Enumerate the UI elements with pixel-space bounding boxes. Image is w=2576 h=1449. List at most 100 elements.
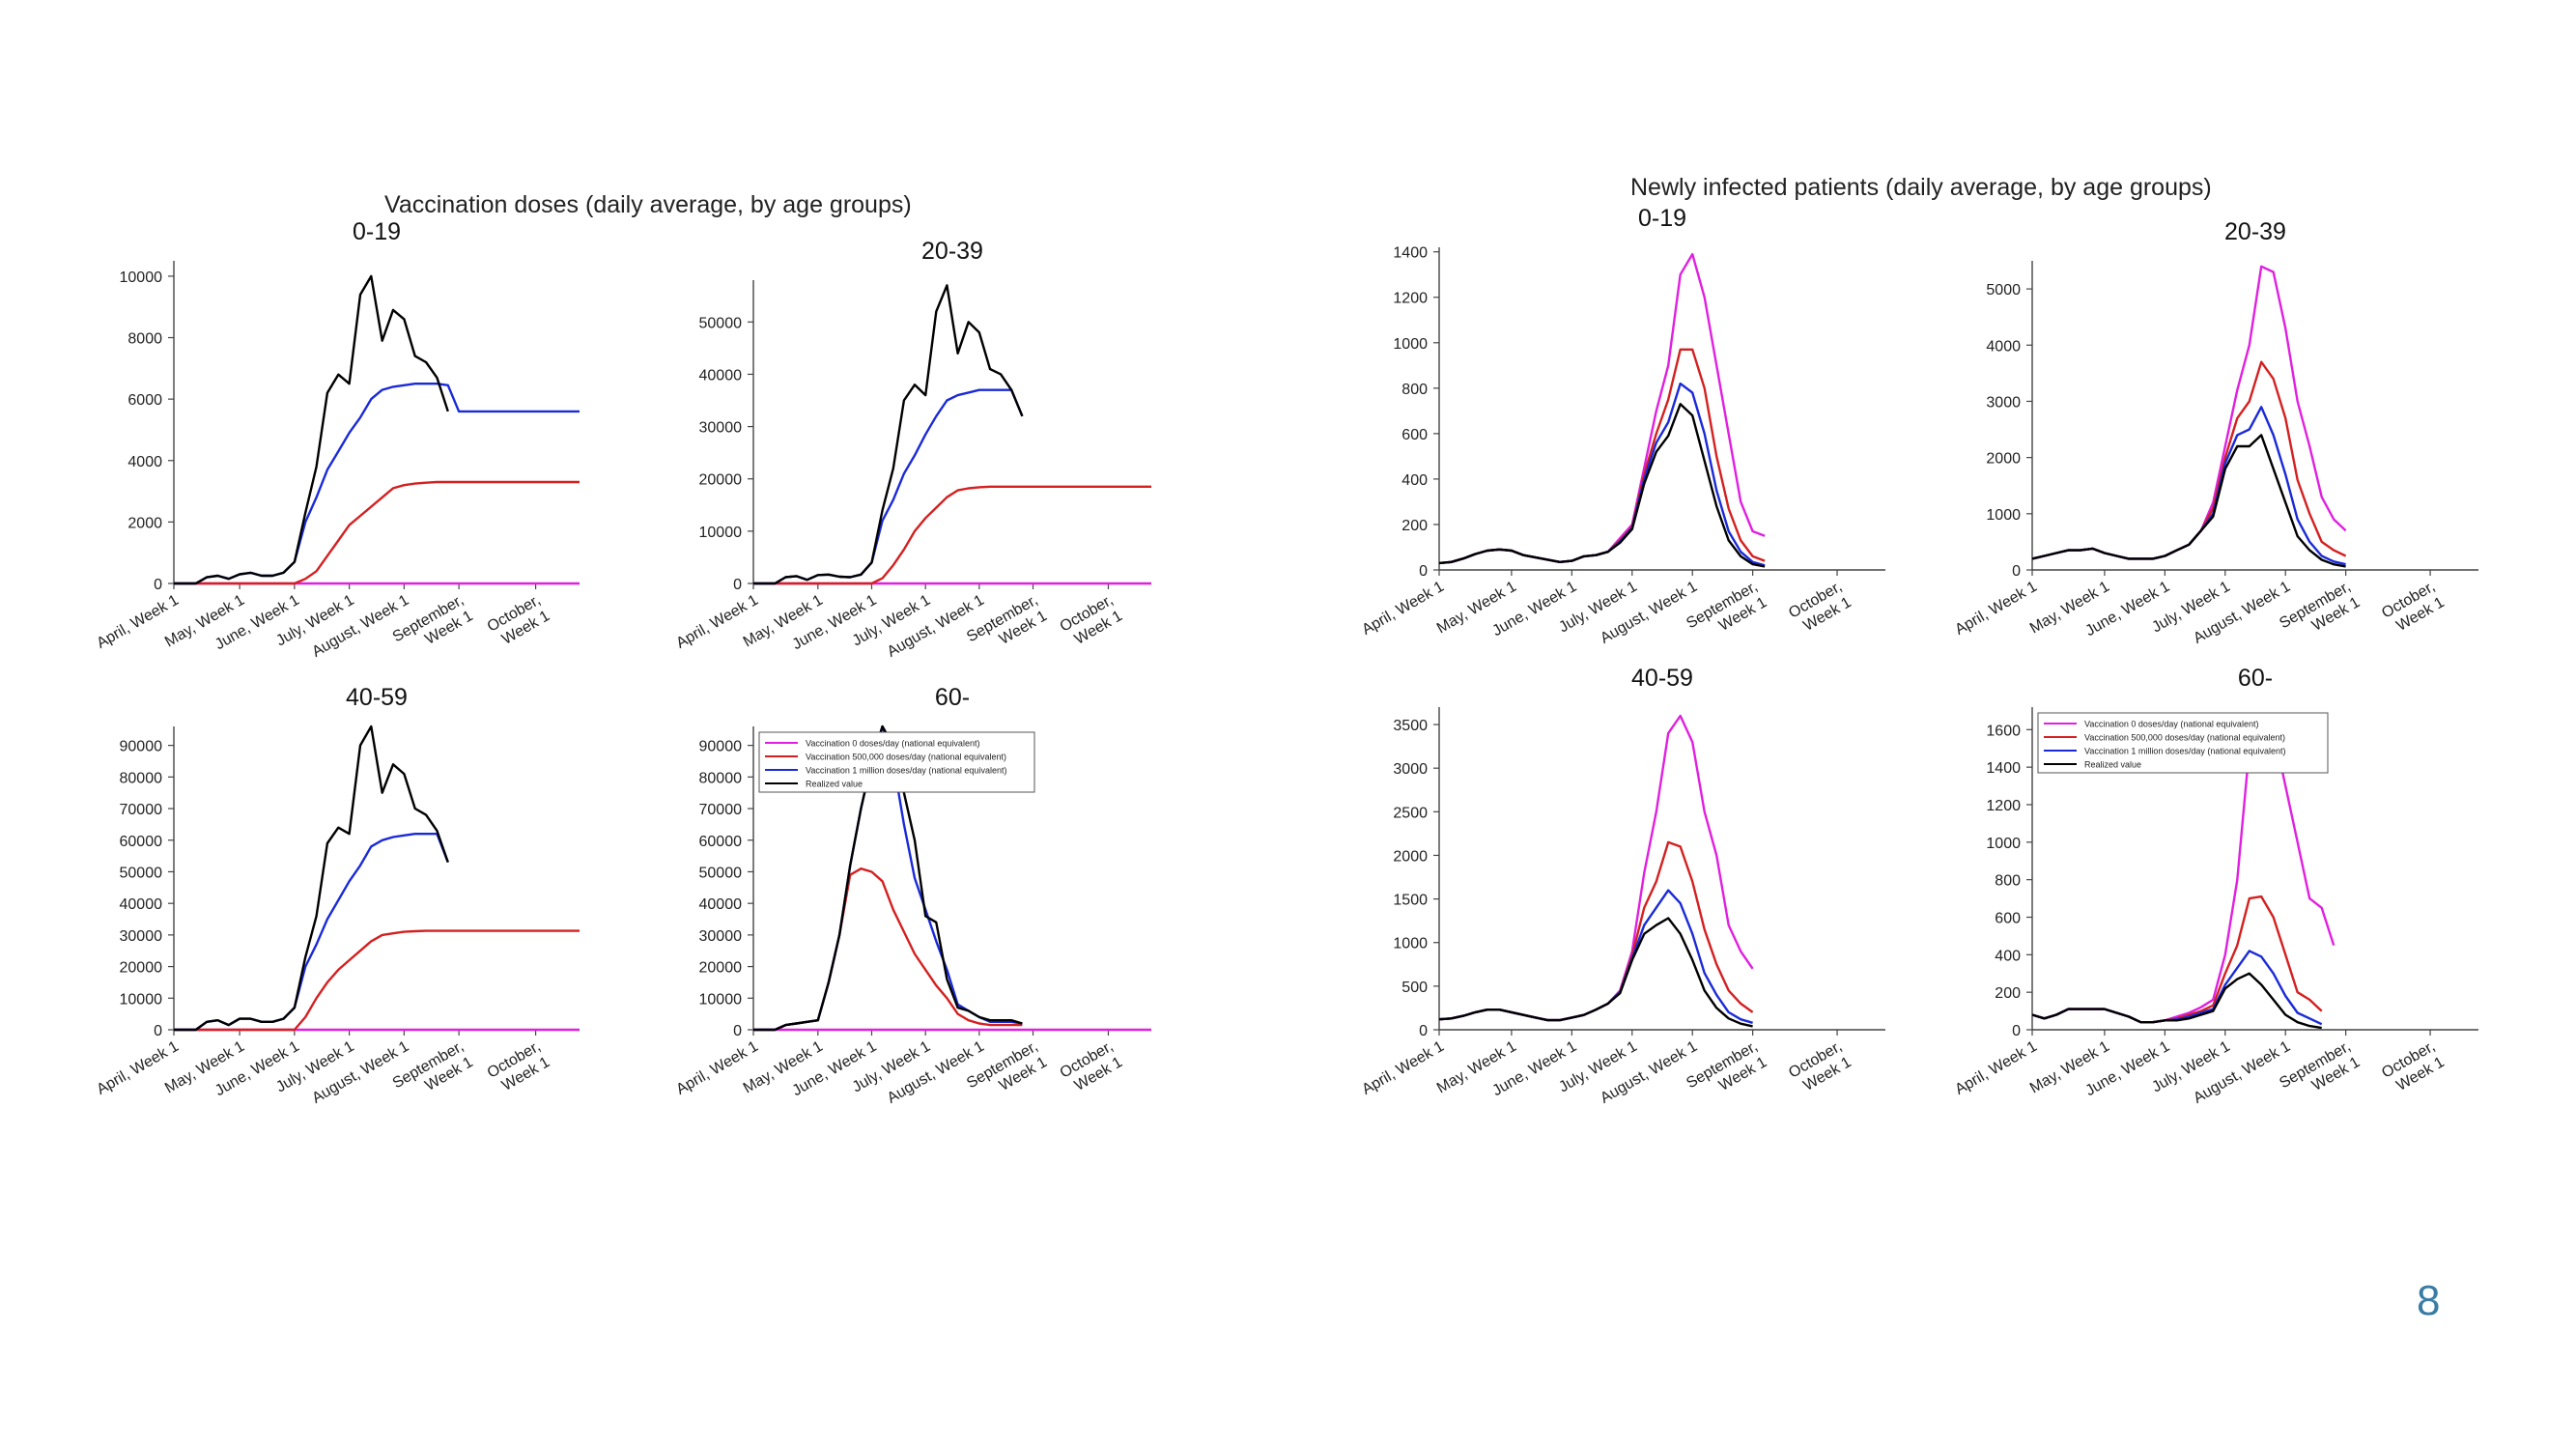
chart-title: 0-19 <box>1638 205 1686 232</box>
legend: Vaccination 0 doses/day (national equiva… <box>758 731 1035 793</box>
x-tick-label: October,Week 1 <box>2379 1038 2447 1097</box>
y-tick-label: 600 <box>1995 910 2021 926</box>
x-tick-label: April, Week 1 <box>1952 1038 2040 1098</box>
x-tick-label: October,Week 1 <box>1786 579 1854 638</box>
chart-panel-4: 0-19 0 200 400 600 800 1000 1200 1400 April, Week… <box>1359 205 1885 647</box>
y-tick-label: 50000 <box>699 865 743 881</box>
y-tick-label: 90000 <box>699 739 743 755</box>
y-tick-label: 30000 <box>120 928 163 945</box>
chart-panel-7: 60- 0 200 400 600 800 1000 1200 1400 1600 April, W… <box>1952 665 2478 1107</box>
chart-panel-6: 40-59 0 500 1000 1500 2000 2500 3000 3500 April, … <box>1359 665 1885 1107</box>
y-tick-label: 1500 <box>1393 893 1428 909</box>
legend-entry: Realized value <box>806 780 863 789</box>
y-tick-label: 500 <box>1401 980 1428 996</box>
chart-title: 60- <box>2238 665 2273 692</box>
y-tick-label: 5000 <box>1986 282 2021 298</box>
series-line-no_vaccination <box>1438 252 1766 565</box>
y-tick-label: 1400 <box>1393 245 1428 262</box>
y-tick-label: 40000 <box>699 896 743 913</box>
x-tick-label: August, Week 1 <box>309 592 411 661</box>
y-tick-label: 40000 <box>699 367 743 384</box>
y-tick-label: 20000 <box>699 472 743 489</box>
series-line-realized <box>174 724 449 1032</box>
y-tick-label: 200 <box>1995 985 2021 1002</box>
chart-title: 60- <box>935 684 970 711</box>
x-tick-label: October,Week 1 <box>2379 579 2447 638</box>
y-tick-label: 0 <box>154 577 162 593</box>
series-line-v500k <box>753 867 1023 1032</box>
y-tick-label: 800 <box>1995 873 2021 890</box>
y-tick-label: 8000 <box>127 331 162 348</box>
series-line-realized <box>753 284 1024 585</box>
chart-title: 40-59 <box>346 684 408 711</box>
series-line-realized <box>2031 434 2346 568</box>
series-line-realized <box>174 274 449 585</box>
series-line-no_vaccination <box>2031 265 2347 560</box>
y-tick-label: 0 <box>2012 1023 2021 1039</box>
chart-title: 0-19 <box>353 218 401 245</box>
y-tick-label: 2500 <box>1393 805 1428 821</box>
x-tick-label: October,Week 1 <box>1786 1038 1854 1097</box>
series-line-v1m <box>1438 889 1753 1024</box>
y-tick-label: 0 <box>733 577 742 593</box>
y-tick-label: 1000 <box>1986 836 2021 852</box>
y-tick-label: 80000 <box>699 770 743 786</box>
y-tick-label: 2000 <box>1393 848 1428 865</box>
y-tick-label: 10000 <box>699 525 743 541</box>
series-line-realized <box>2031 972 2322 1030</box>
y-tick-label: 1000 <box>1393 336 1428 353</box>
y-tick-label: 1400 <box>1986 760 2021 777</box>
legend-entry: Vaccination 1 million doses/day (nationa… <box>2084 747 2285 756</box>
chart-title: 40-59 <box>1631 665 1693 692</box>
x-tick-label: April, Week 1 <box>1359 1038 1447 1098</box>
vaccination-group-title: Vaccination doses (daily average, by age… <box>384 191 912 218</box>
y-tick-label: 30000 <box>699 928 743 945</box>
legend-box <box>758 731 1035 793</box>
x-tick-label: October,Week 1 <box>1058 1038 1125 1097</box>
series-line-v1m <box>1438 382 1766 567</box>
y-tick-label: 2000 <box>127 515 162 531</box>
series-line-v500k <box>2031 895 2323 1024</box>
legend-entry: Vaccination 1 million doses/day (nationa… <box>806 766 1006 776</box>
y-tick-label: 2000 <box>1986 451 2021 468</box>
y-tick-label: 80000 <box>120 770 163 786</box>
y-tick-label: 40000 <box>120 896 163 913</box>
y-tick-label: 1000 <box>1986 507 2021 524</box>
series-line-realized <box>1438 403 1766 568</box>
chart-panel-2: 40-59 0 10000 20000 30000 40000 50000 60000 7000… <box>94 684 580 1107</box>
y-tick-label: 400 <box>1995 948 2021 964</box>
legend: Vaccination 0 doses/day (national equiva… <box>2037 712 2329 774</box>
x-tick-label: October,Week 1 <box>485 592 552 651</box>
y-tick-label: 400 <box>1401 472 1428 489</box>
page-number: 8 <box>2417 1277 2441 1324</box>
series-line-v1m <box>174 383 580 585</box>
y-tick-label: 800 <box>1401 382 1428 398</box>
series-line-v500k <box>753 485 1151 585</box>
y-tick-label: 1200 <box>1393 291 1428 307</box>
x-tick-label: October,Week 1 <box>1058 592 1125 651</box>
y-tick-label: 3000 <box>1393 761 1428 778</box>
y-tick-label: 200 <box>1401 518 1428 534</box>
y-tick-label: 90000 <box>120 739 163 755</box>
y-tick-label: 10000 <box>120 270 163 286</box>
y-tick-label: 60000 <box>120 834 163 850</box>
x-tick-label: April, Week 1 <box>1359 579 1447 639</box>
y-tick-label: 20000 <box>699 960 743 977</box>
y-tick-label: 50000 <box>120 865 163 881</box>
series-line-v500k <box>2031 360 2347 560</box>
infected-group-title: Newly infected patients (daily average, … <box>1630 174 2212 201</box>
y-tick-label: 3500 <box>1393 718 1428 734</box>
y-tick-label: 20000 <box>120 960 163 977</box>
y-tick-label: 0 <box>2012 563 2021 580</box>
y-tick-label: 3000 <box>1986 394 2021 411</box>
x-tick-label: October,Week 1 <box>485 1038 552 1097</box>
series-line-v500k <box>174 480 580 585</box>
chart-panel-3: 60- 0 10000 20000 30000 40000 50000 60000 70000 8… <box>673 684 1151 1107</box>
legend-entry: Vaccination 0 doses/day (national equiva… <box>806 739 979 749</box>
legend-entry: Vaccination 500,000 doses/day (national … <box>2084 733 2285 743</box>
y-tick-label: 70000 <box>699 802 743 818</box>
series-line-v1m <box>2031 950 2323 1026</box>
